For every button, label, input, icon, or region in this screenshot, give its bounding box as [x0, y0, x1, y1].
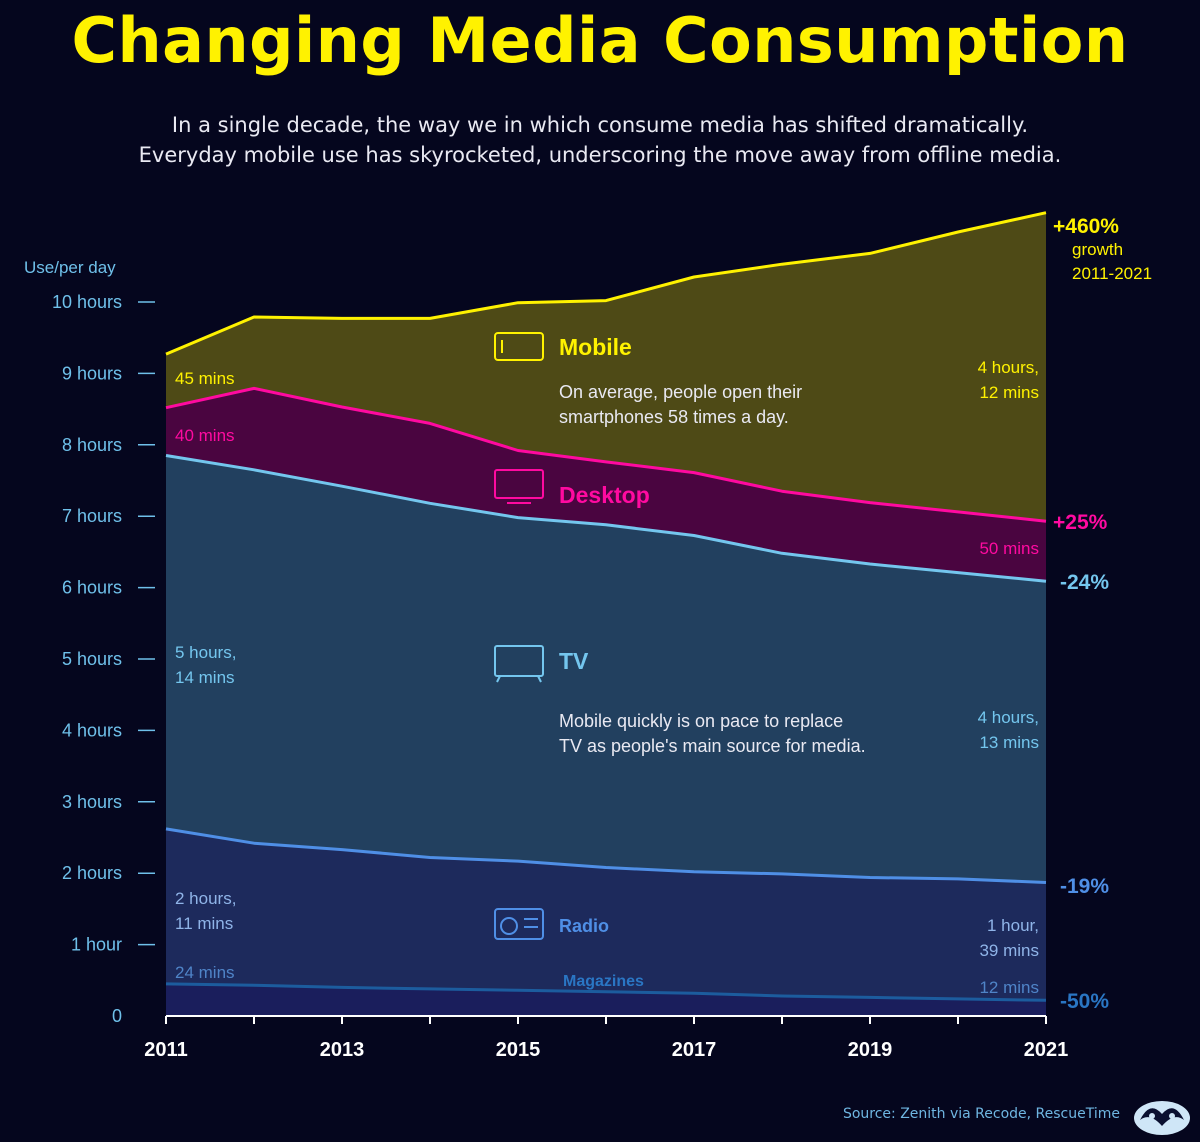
y-tick-label: 6 hours [62, 578, 122, 598]
mobile-start-label: 45 mins [175, 369, 235, 388]
y-tick-label: 3 hours [62, 792, 122, 812]
tablet-body [494, 332, 544, 361]
x-tick-label: 2019 [848, 1039, 893, 1061]
tv-start-label: 5 hours, 14 mins [175, 643, 236, 687]
mobile-end-label: 4 hours, 12 mins [978, 358, 1039, 402]
y-tick-label: 10 hours [52, 292, 122, 312]
tv-note: Mobile quickly is on pace to replace TV a… [559, 711, 866, 756]
tablet-icon [494, 332, 544, 361]
tv-leg-right [537, 675, 542, 683]
y-tick-label: 2 hours [62, 863, 122, 883]
radio-speaker [500, 917, 518, 935]
subtitle-line-2: Everyday mobile use has skyrocketed, und… [138, 143, 1062, 167]
magazines-series-label: Magazines [563, 973, 644, 990]
mobile-line [165, 211, 1047, 356]
radio-start-label: 2 hours, 11 mins [175, 889, 236, 933]
logo-icon [1134, 1101, 1190, 1135]
x-tick-label: 2017 [672, 1039, 717, 1061]
tv-line [165, 454, 1047, 583]
tv-leg-left [496, 675, 501, 683]
radio-area [166, 828, 1046, 1016]
radio-end-label: 1 hour, 39 mins [979, 916, 1039, 960]
y-tick-label: 5 hours [62, 649, 122, 669]
monitor-screen [494, 469, 544, 499]
chart-title: Changing Media Consumption [71, 4, 1129, 77]
desktop-monitor-icon [494, 469, 544, 504]
mobile-change-label: +460% [1053, 215, 1119, 238]
desktop-series-label: Desktop [559, 482, 650, 508]
y-tick-label: 7 hours [62, 506, 122, 526]
magazines-end-label: 12 mins [979, 978, 1039, 997]
source-note: Source: Zenith via Recode, RescueTime [842, 1106, 1120, 1122]
desktop-end-label: 50 mins [979, 539, 1039, 558]
tv-change-label: -24% [1060, 571, 1109, 594]
magazines-area [166, 983, 1046, 1016]
y-tick-label: 0 [112, 1006, 122, 1026]
desktop-line [165, 386, 1047, 523]
x-tick-label: 2011 [144, 1039, 187, 1061]
x-tick-label: 2015 [496, 1039, 541, 1061]
subtitle-line-1: In a single decade, the way we in which … [171, 113, 1029, 137]
y-axis-label: Use/per day [24, 258, 116, 277]
mobile-series-label: Mobile [559, 334, 632, 360]
magazines-line [165, 982, 1047, 1002]
y-tick-label: 1 hour [71, 935, 122, 955]
mobile-change-note: growth 2011-2021 [1072, 240, 1152, 283]
magazines-change-label: -50% [1060, 990, 1109, 1013]
x-tick-label: 2021 [1024, 1039, 1069, 1061]
y-tick-label: 8 hours [62, 435, 122, 455]
tv-end-label: 4 hours, 13 mins [978, 708, 1039, 752]
tv-series-label: TV [559, 648, 589, 674]
magazines-start-label: 24 mins [175, 963, 235, 982]
radio-line [165, 827, 1047, 884]
tv-icon [494, 645, 544, 683]
x-tick-label: 2013 [320, 1039, 365, 1061]
desktop-start-label: 40 mins [175, 426, 235, 445]
desktop-change-label: +25% [1053, 511, 1108, 534]
mobile-note: On average, people open their smartphones… [559, 382, 802, 427]
radio-icon [494, 908, 544, 940]
tv-screen [494, 645, 544, 677]
y-tick-label: 4 hours [62, 720, 122, 740]
radio-change-label: -19% [1060, 875, 1109, 898]
radio-body [494, 908, 544, 940]
radio-series-label: Radio [559, 916, 609, 936]
y-tick-label: 9 hours [62, 363, 122, 383]
